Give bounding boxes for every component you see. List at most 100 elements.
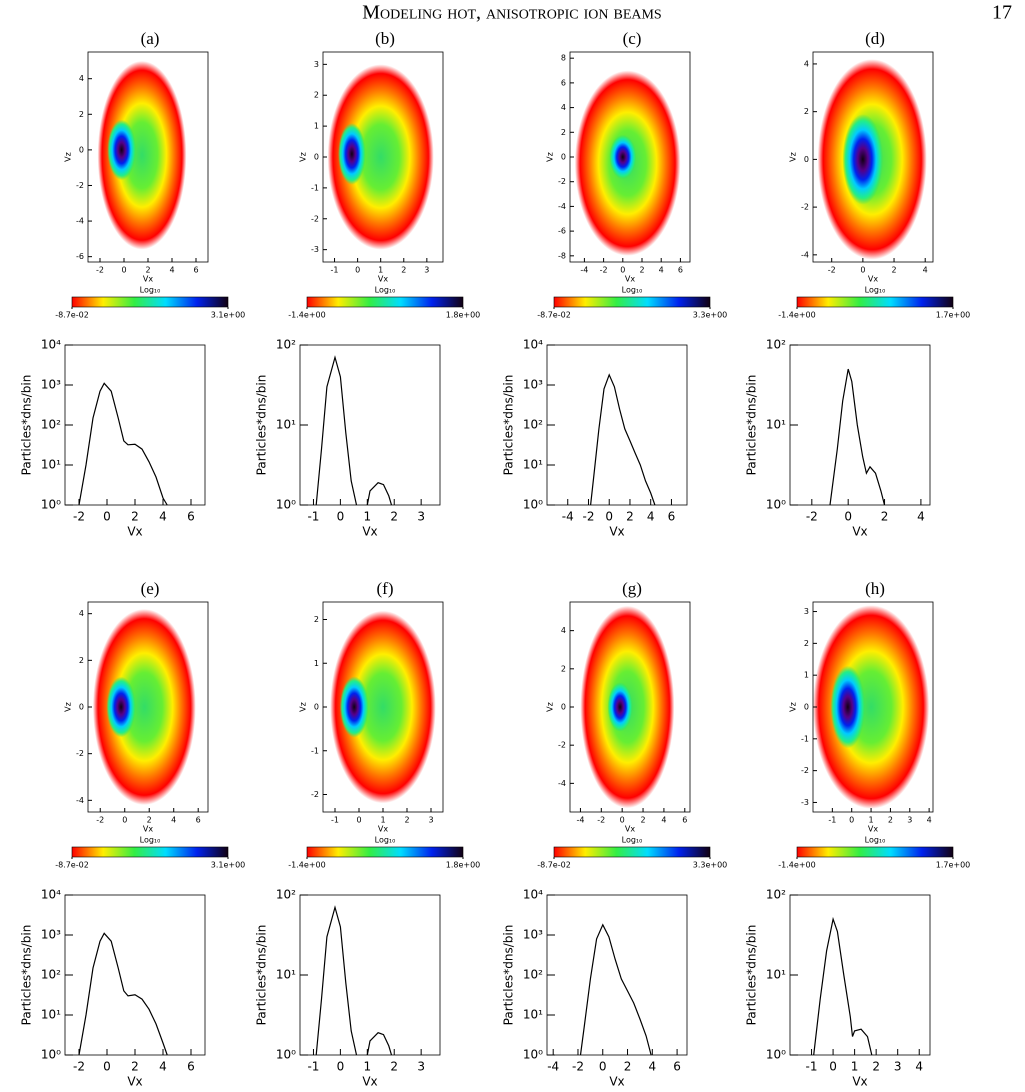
x-tick-label: -4 — [547, 1060, 559, 1074]
y-axis-label: Vz — [546, 152, 555, 162]
x-tick-label: 6 — [196, 816, 201, 825]
axes-frame — [299, 344, 441, 506]
x-tick-label: 2 — [390, 1060, 398, 1074]
density-halo — [327, 64, 434, 250]
x-axis-label: Vx — [362, 525, 377, 539]
x-tick-label: 0 — [620, 816, 625, 825]
density-halo — [92, 609, 196, 805]
panel-label: (b) — [375, 29, 395, 48]
x-axis-label: Vx — [143, 825, 153, 834]
y-tick-label: 10⁰ — [41, 1048, 61, 1062]
x-axis-label: Vx — [362, 1075, 377, 1089]
density-core — [609, 134, 637, 180]
y-axis-label: Particles*dns/bin — [502, 375, 516, 476]
y-tick-label: -2 — [311, 790, 319, 799]
colorbar-tick-label: 1.7e+00 — [936, 311, 971, 320]
x-tick-label: 2 — [872, 1060, 880, 1074]
x-tick-label: 0 — [844, 510, 852, 524]
y-tick-label: 1 — [314, 122, 319, 131]
x-axis-label: Vx — [609, 525, 624, 539]
y-tick-label: 1 — [314, 659, 319, 668]
y-axis-label: Particles*dns/bin — [255, 375, 269, 476]
y-tick-label: 0 — [804, 155, 809, 164]
x-tick-label: 4 — [917, 510, 925, 524]
colorbar — [796, 296, 954, 308]
x-tick-label: 6 — [682, 816, 687, 825]
y-tick-label: 0 — [314, 703, 319, 712]
y-tick-label: 10¹ — [523, 1008, 543, 1022]
x-tick-label: 6 — [678, 266, 683, 275]
x-tick-label: -4 — [576, 816, 584, 825]
colorbar — [306, 296, 464, 308]
y-tick-label: 10⁴ — [41, 338, 61, 352]
x-tick-label: -2 — [73, 1060, 85, 1074]
x-tick-label: 0 — [356, 816, 361, 825]
x-axis-label: Vx — [378, 825, 388, 834]
y-tick-label: -1 — [311, 746, 319, 755]
data-line — [829, 368, 886, 506]
x-tick-label: 0 — [122, 816, 127, 825]
y-axis-label: Vz — [64, 152, 73, 162]
density-core — [107, 119, 136, 181]
panel-label: (e) — [141, 579, 160, 598]
colorbar-tick-label: 1.7e+00 — [936, 861, 971, 870]
y-tick-label: -4 — [558, 202, 566, 211]
x-tick-label: 2 — [145, 266, 150, 275]
x-axis-label: Vx — [609, 1075, 624, 1089]
x-tick-label: 3 — [424, 266, 429, 275]
y-axis-label: Vz — [546, 702, 555, 712]
colorbar — [796, 846, 954, 858]
y-axis-label: Particles*dns/bin — [502, 925, 516, 1026]
y-tick-label: 0 — [79, 145, 84, 154]
data-line — [315, 905, 393, 1056]
data-line — [590, 373, 656, 506]
x-tick-label: 4 — [915, 1060, 923, 1074]
y-tick-label: 10² — [41, 418, 61, 432]
colorbar-tick-label: -1.4e+00 — [288, 311, 325, 320]
y-tick-label: 10¹ — [766, 968, 786, 982]
y-tick-label: 10⁰ — [41, 498, 61, 512]
density-halo — [97, 60, 187, 250]
density-plot — [327, 64, 434, 250]
axes-frame — [546, 894, 688, 1056]
y-tick-label: 2 — [314, 615, 319, 624]
x-tick-label: 0 — [121, 266, 126, 275]
x-tick-label: 2 — [639, 266, 644, 275]
x-tick-label: -1 — [331, 816, 339, 825]
panel-label: (c) — [623, 29, 642, 48]
x-tick-label: 2 — [881, 510, 889, 524]
y-tick-label: 3 — [804, 607, 809, 616]
colorbar — [553, 296, 711, 308]
density-core — [106, 676, 136, 738]
density-halo — [330, 610, 436, 804]
density-core — [842, 114, 884, 205]
y-tick-label: -8 — [558, 251, 566, 260]
colorbar-tick-label: -8.7e-02 — [537, 861, 571, 870]
y-tick-label: -2 — [801, 766, 809, 775]
x-tick-label: -2 — [597, 816, 605, 825]
colorbar-tick-label: 3.3e+00 — [693, 861, 728, 870]
x-tick-label: -2 — [806, 510, 818, 524]
y-tick-label: 2 — [561, 128, 566, 137]
colorbar-label: Log₁₀ — [375, 286, 396, 295]
y-tick-label: 2 — [804, 107, 809, 116]
running-title: Modeling hot, anisotropic ion beams — [362, 2, 661, 24]
density-core — [607, 682, 633, 732]
y-tick-label: 10⁰ — [766, 498, 786, 512]
y-tick-label: -2 — [76, 749, 84, 758]
y-tick-label: 10³ — [523, 378, 543, 392]
x-tick-label: -1 — [307, 1060, 319, 1074]
x-tick-label: 2 — [640, 816, 645, 825]
colorbar — [71, 296, 229, 308]
density-core — [339, 676, 369, 738]
x-tick-label: -2 — [582, 510, 594, 524]
x-tick-label: 0 — [849, 816, 854, 825]
x-tick-label: -1 — [806, 1060, 818, 1074]
x-tick-label: 2 — [147, 816, 152, 825]
y-tick-label: 0 — [79, 703, 84, 712]
y-tick-label: 10¹ — [523, 458, 543, 472]
x-axis-label: Vx — [852, 1075, 867, 1089]
axes-frame — [789, 344, 931, 506]
x-axis-label: Vx — [625, 825, 635, 834]
